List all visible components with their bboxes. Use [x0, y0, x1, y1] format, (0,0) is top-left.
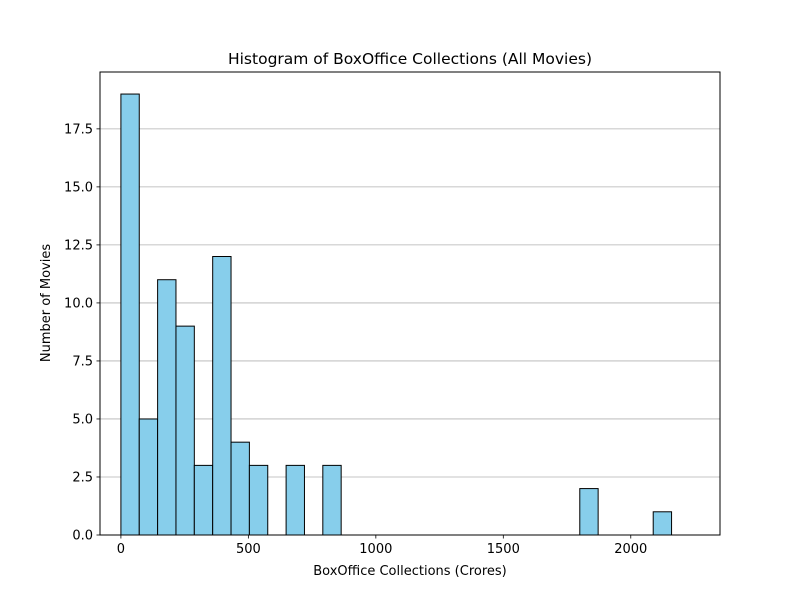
y-tick-label: 12.5 — [64, 238, 93, 253]
histogram-bar — [175, 325, 195, 536]
x-tick-label: 0 — [117, 542, 125, 557]
histogram-bar — [322, 464, 342, 536]
histogram-bars — [120, 93, 673, 536]
histogram-bar — [120, 93, 140, 536]
histogram-bar — [248, 464, 269, 536]
histogram-bar — [652, 511, 673, 536]
plot-frame — [99, 71, 721, 536]
histogram-bar — [285, 464, 305, 536]
histogram-bar — [157, 279, 177, 536]
y-tick-label: 17.5 — [64, 122, 93, 137]
x-tick-label: 500 — [236, 542, 261, 557]
histogram-bar — [193, 464, 214, 536]
chart-title: Histogram of BoxOffice Collections (All … — [228, 50, 592, 68]
y-tick-label: 0.0 — [72, 529, 93, 544]
x-tick-label: 1500 — [487, 542, 520, 557]
x-tick-label: 1000 — [359, 542, 392, 557]
y-axis-title: Number of Movies — [39, 244, 54, 362]
histogram-bar — [212, 256, 232, 536]
y-tick-label: 5.0 — [72, 412, 93, 427]
y-tick-label: 7.5 — [72, 354, 93, 369]
histogram-bar — [230, 441, 250, 536]
histogram-bar — [579, 488, 599, 536]
y-tick-label: 15.0 — [64, 180, 93, 195]
histogram-bar — [138, 418, 159, 536]
y-tick-label: 2.5 — [72, 470, 93, 485]
grid-lines — [100, 128, 720, 478]
y-tick-label: 10.0 — [64, 296, 93, 311]
x-axis: 0 500 1000 1500 2000 — [117, 535, 647, 557]
x-axis-title: BoxOffice Collections (Crores) — [313, 564, 507, 579]
x-tick-label: 2000 — [614, 542, 647, 557]
y-axis: 0.0 2.5 5.0 7.5 10.0 12.5 15.0 17.5 — [64, 122, 100, 544]
